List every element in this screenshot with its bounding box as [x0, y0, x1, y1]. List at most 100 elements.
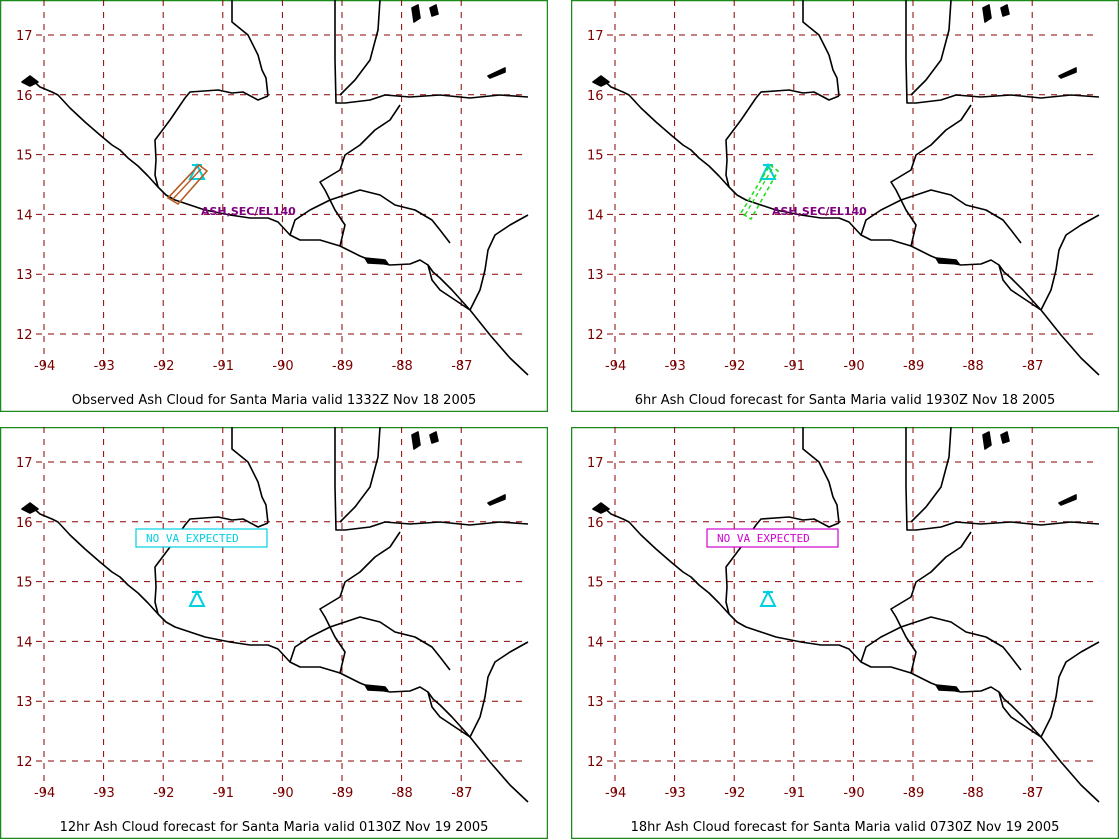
boundary-line: [339, 427, 381, 523]
lon-tick-label: -93: [665, 359, 686, 374]
lon-tick-label: -92: [153, 359, 174, 374]
lon-tick-label: -89: [332, 359, 353, 374]
island-shape: [935, 257, 960, 265]
lon-tick-label: -91: [213, 786, 234, 801]
island-shape: [21, 75, 39, 87]
panel-6hr-forecast: -94 -93 -92 -91 -90 -89 -88 -87 17 16 15 14 13 12 ASH,…: [571, 0, 1119, 412]
boundary-line: [860, 189, 1022, 244]
lat-tick-label: 13: [587, 268, 604, 283]
no-va-expected-label: NO VA EXPECTED: [717, 532, 810, 545]
island-shape: [592, 75, 610, 87]
island-shape: [935, 684, 960, 692]
map-svg: -94 -93 -92 -91 -90 -89 -88 -87 17 16 15 14 13 12 NO V…: [0, 427, 548, 839]
boundary-line: [289, 189, 451, 244]
lon-tick-label: -90: [843, 359, 864, 374]
boundary-line: [339, 0, 381, 96]
boundary-line: [890, 531, 972, 674]
boundary-line: [998, 691, 1042, 738]
lon-tick-label: -91: [784, 359, 805, 374]
lon-tick-label: -92: [724, 359, 745, 374]
lat-tick-label: 13: [16, 268, 33, 283]
lat-lon-grid: [36, 0, 528, 372]
boundary-line: [469, 214, 529, 311]
map-svg: -94 -93 -92 -91 -90 -89 -88 -87 17 16 15 14 13 12 NO V…: [571, 427, 1119, 839]
lon-tick-label: -91: [213, 359, 234, 374]
panel-observed: -94 -93 -92 -91 -90 -89 -88 -87 17 16 15 14 13 12 ASH,…: [0, 0, 548, 412]
no-va-expected-label: NO VA EXPECTED: [146, 532, 239, 545]
island-shape: [1000, 4, 1010, 17]
island-shape: [429, 4, 439, 17]
ash-cloud-label: ASH,SEC/EL140: [201, 205, 296, 218]
boundary-line: [592, 77, 1100, 376]
boundary-line: [427, 691, 471, 738]
lat-lon-grid: [607, 0, 1099, 372]
boundary-line: [890, 104, 972, 247]
panel-caption: 6hr Ash Cloud forecast for Santa Maria v…: [635, 393, 1056, 408]
lon-tick-label: -94: [605, 359, 626, 374]
lon-tick-label: -92: [724, 786, 745, 801]
lon-tick-label: -89: [332, 786, 353, 801]
boundary-line: [725, 516, 840, 615]
panel-caption: Observed Ash Cloud for Santa Maria valid…: [72, 393, 477, 408]
island-shape: [21, 502, 39, 514]
lat-lon-grid: [36, 427, 528, 799]
boundary-line: [1040, 214, 1100, 311]
panel-12hr-forecast: -94 -93 -92 -91 -90 -89 -88 -87 17 16 15 14 13 12 NO V…: [0, 427, 548, 839]
island-shape: [411, 431, 421, 450]
boundary-line: [905, 0, 1100, 104]
lon-tick-label: -92: [153, 786, 174, 801]
island-shape: [592, 502, 610, 514]
no-va-box: [706, 528, 839, 548]
lat-tick-label: 16: [16, 516, 33, 531]
boundary-line: [1040, 641, 1100, 738]
boundary-line: [725, 89, 840, 188]
island-shape: [982, 4, 992, 23]
lat-tick-label: 16: [16, 89, 33, 104]
boundary-line: [910, 0, 952, 96]
boundary-line: [860, 616, 1022, 671]
lon-tick-label: -90: [272, 359, 293, 374]
lon-tick-label: -94: [605, 786, 626, 801]
lat-tick-label: 14: [16, 635, 33, 650]
boundary-line: [802, 427, 840, 524]
boundary-line: [289, 616, 451, 671]
island-shape: [429, 431, 439, 444]
panel-frame: [0, 0, 548, 412]
panel-frame: [0, 427, 548, 839]
lat-tick-label: 13: [587, 695, 604, 710]
boundary-line: [21, 77, 529, 376]
coastlines-borders: [592, 427, 1100, 803]
lat-tick-label: 12: [587, 328, 604, 343]
boundary-line: [334, 427, 529, 531]
lat-tick-label: 17: [587, 456, 604, 471]
lon-tick-label: -88: [963, 786, 984, 801]
lat-tick-label: 15: [587, 149, 604, 164]
lon-tick-label: -89: [903, 786, 924, 801]
lon-tick-label: -94: [34, 786, 55, 801]
lat-tick-label: 13: [16, 695, 33, 710]
island-shape: [1058, 494, 1077, 506]
panel-frame: [571, 0, 1119, 412]
boundary-line: [905, 427, 1100, 531]
panel-frame: [571, 427, 1119, 839]
lon-tick-label: -93: [94, 359, 115, 374]
island-shape: [487, 494, 506, 506]
boundary-line: [592, 504, 1100, 803]
ash-cloud-inner-line: [744, 168, 773, 216]
boundary-line: [334, 0, 529, 104]
map-svg: -94 -93 -92 -91 -90 -89 -88 -87 17 16 15 14 13 12 ASH,…: [571, 0, 1119, 412]
lon-tick-label: -90: [272, 786, 293, 801]
panel-caption: 12hr Ash Cloud forecast for Santa Maria …: [60, 820, 489, 835]
lat-tick-label: 14: [587, 635, 604, 650]
lon-tick-label: -87: [1022, 786, 1043, 801]
no-va-box: [135, 528, 268, 548]
lat-tick-label: 16: [587, 89, 604, 104]
boundary-line: [910, 427, 952, 523]
lat-tick-label: 17: [16, 456, 33, 471]
map-svg: -94 -93 -92 -91 -90 -89 -88 -87 17 16 15 14 13 12 ASH,…: [0, 0, 548, 412]
lon-tick-label: -87: [451, 359, 472, 374]
ash-cloud-label: ASH,SEC/EL140: [772, 205, 867, 218]
lon-tick-label: -88: [963, 359, 984, 374]
island-shape: [487, 67, 506, 79]
lon-tick-label: -93: [94, 786, 115, 801]
